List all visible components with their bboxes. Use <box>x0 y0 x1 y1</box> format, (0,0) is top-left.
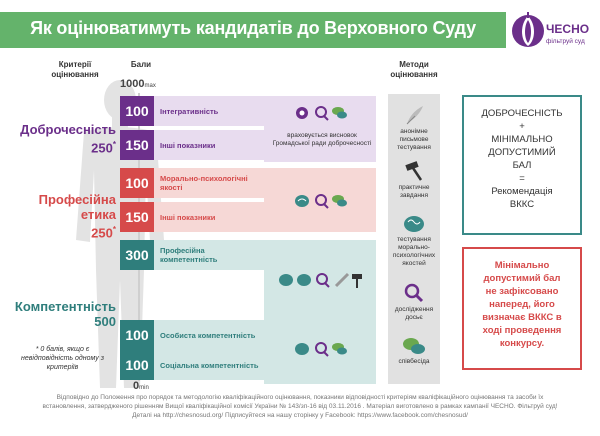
footer-line-2: встановлення, затвердженого рішенням Вищ… <box>42 403 558 410</box>
quill-icon <box>406 106 423 125</box>
magnifier-icon <box>404 283 424 303</box>
footer: Відповідно до Положення про порядок та м… <box>6 393 594 420</box>
score-label: Інші показники <box>160 140 216 150</box>
text-line: не зафіксовано <box>485 286 559 297</box>
logo[interactable]: ЧЕСНО фільтруй суд <box>510 8 600 54</box>
brain-icon <box>404 216 424 232</box>
text-line: визначає ВККС в <box>482 312 562 323</box>
social-methods-icons <box>295 342 347 357</box>
ethics-panel <box>264 168 376 232</box>
text-line: БАЛ <box>512 160 532 171</box>
score-value: 300 <box>120 240 154 270</box>
gavel-icon <box>405 161 423 181</box>
integrity-panel: враховується висновок Громадської ради д… <box>264 96 376 162</box>
method-practical-task: практичне завдання <box>388 160 440 200</box>
text-line: = <box>519 173 525 184</box>
text-line: конкурсу. <box>499 338 545 349</box>
footer-line-1: Відповідно до Положення про порядок та м… <box>56 394 544 401</box>
competence-methods-icons <box>279 272 362 288</box>
text-line: наперед, його <box>489 299 555 310</box>
method-dossier: дослідження досьє <box>388 282 440 322</box>
text-line: ВККС <box>509 199 535 210</box>
methods-column <box>388 94 440 384</box>
score-value: 100 <box>120 320 154 350</box>
formula-box: ДОБРОЧЕСНІСТЬ + МІНІМАЛЬНО ДОПУСТИМИЙ БАЛ = Ре… <box>462 95 582 235</box>
garlic-logo-icon <box>512 12 544 47</box>
score-value: 100 <box>120 350 154 380</box>
score-label: Інтегративність <box>160 106 219 116</box>
scale-min: 0min <box>133 380 149 392</box>
score-label: Інші показники <box>160 212 216 222</box>
scale-max: 1000max <box>120 78 156 90</box>
criteria-header: Критерії оцінювання <box>51 60 99 79</box>
title-banner: Як оцінюватимуть кандидатів до Верховног… <box>0 12 506 48</box>
text-line: МІНІМАЛЬНО <box>491 134 553 145</box>
score-label: Морально-психологічні якості <box>160 174 248 192</box>
score-label: Особиста компетентність <box>160 330 256 340</box>
text-line: ході проведення <box>482 325 562 336</box>
criterion-competence: Компетентність 500 <box>14 299 116 329</box>
text-line: ДОБРОЧЕСНІСТЬ <box>481 108 563 119</box>
text-line: Мінімально <box>494 260 550 271</box>
scale-ruler <box>138 93 140 381</box>
text-line: Рекомендація <box>491 186 553 197</box>
score-value: 150 <box>120 202 154 232</box>
logo-tagline: фільтруй суд <box>546 38 585 45</box>
integrity-methods-icons <box>296 106 347 121</box>
score-label: Соціальна компетентність <box>160 360 259 370</box>
text-line: + <box>519 121 525 132</box>
score-value: 150 <box>120 130 154 160</box>
score-value: 100 <box>120 96 154 126</box>
page-title: Як оцінюватимуть кандидатів до Верховног… <box>30 18 476 38</box>
text-line: допустимий бал <box>483 273 561 284</box>
score-label: Професійна компетентність <box>160 246 218 264</box>
text-line: ДОПУСТИМИЙ <box>488 147 556 158</box>
score-value: 100 <box>120 168 154 198</box>
logo-brand: ЧЕСНО <box>546 22 590 36</box>
integrity-council-note: враховується висновок Громадської ради д… <box>272 132 372 147</box>
chat-bubbles-icon <box>403 338 425 354</box>
zero-points-note: * 0 балів, якщо є невідповідність одному… <box>21 346 104 371</box>
criterion-integrity: Доброчесність 250* <box>20 122 116 156</box>
criterion-ethics: Професійна етика 250* <box>38 192 116 241</box>
footer-line-3[interactable]: Деталі на http://chesnosud.org/ Підписуй… <box>132 412 468 419</box>
points-header: Бали <box>130 60 152 69</box>
ethics-methods-icons <box>295 194 347 209</box>
min-score-box: Мінімально допустимий бал не зафіксовано на… <box>462 247 582 370</box>
competence-panel <box>264 240 376 384</box>
methods-header: Методи оцінювання <box>390 60 438 79</box>
method-interview: співбесіда <box>388 336 440 366</box>
method-written-test: анонімне письмове тестування <box>388 104 440 152</box>
method-psych-test: тестування морально-психологічних якосте… <box>388 214 440 268</box>
